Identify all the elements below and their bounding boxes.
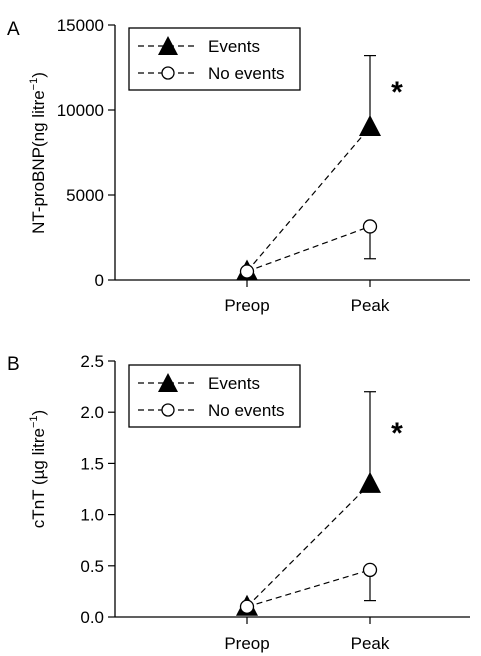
y-tick-label: 5000 <box>66 186 104 205</box>
legend-marker-events-b <box>158 373 178 392</box>
y-tick-label: 2.5 <box>80 352 104 371</box>
axes-b <box>114 361 470 618</box>
y-tick-label: 1.0 <box>80 506 104 525</box>
data-point-noevents <box>362 562 378 578</box>
legend-label-events-b: Events <box>208 374 260 393</box>
series-a <box>236 54 381 281</box>
x-tick-label-preop: Preop <box>224 634 269 653</box>
y-axis-label-a: NT-proBNP(ng litre−1) <box>28 72 48 234</box>
data-point-events <box>359 115 381 136</box>
significance-marker-b: * <box>391 417 403 450</box>
y-tick-label: 0.0 <box>80 608 104 627</box>
legend-box-a <box>128 27 301 91</box>
legend-a: Events No events <box>128 27 301 91</box>
y-tick-label: 1.5 <box>80 454 104 473</box>
series-line-noevents <box>246 225 371 273</box>
data-point-noevents <box>239 264 255 279</box>
legend-marker-noevents-b <box>161 403 175 417</box>
legend-label-noevents-b: No events <box>208 401 285 420</box>
x-tick-label-preop: Preop <box>224 296 269 315</box>
y-ticks-b: 0.0 0.5 1.0 1.5 2.0 2.5 <box>80 352 115 627</box>
data-point-noevents <box>362 219 378 234</box>
x-tick-label-peak: Peak <box>351 296 390 315</box>
panel-label-a: A <box>7 19 20 40</box>
legend-marker-noevents-a <box>161 66 175 80</box>
y-tick-label: 15000 <box>57 16 104 35</box>
x-tick-label-peak: Peak <box>351 634 390 653</box>
panel-a: A NT-proBNP(ng litre−1) Preop Peak 0 5000… <box>7 16 470 315</box>
data-point-events <box>359 471 381 493</box>
series-line-events <box>246 126 371 272</box>
series-b <box>236 391 381 616</box>
x-ticks-b: Preop Peak <box>224 617 390 653</box>
legend-label-noevents-a: No events <box>208 64 285 83</box>
significance-marker-a: * <box>391 76 403 109</box>
y-tick-label: 0 <box>95 271 104 290</box>
legend-label-events-a: Events <box>208 37 260 56</box>
series-line-events <box>246 483 371 608</box>
legend-b: Events No events <box>128 364 301 428</box>
x-ticks-a: Preop Peak <box>224 280 390 315</box>
panel-b: B cTnT (µg litre−1) Preop Peak 0.0 0.5 1.0… <box>7 352 470 653</box>
axes-a <box>114 25 470 281</box>
legend-marker-events-a <box>158 36 178 55</box>
legend-box-b <box>128 364 301 428</box>
series-line-noevents <box>246 569 371 608</box>
y-axis-label-b: cTnT (µg litre−1) <box>28 410 48 528</box>
y-tick-label: 2.0 <box>80 403 104 422</box>
data-point-noevents <box>239 599 255 614</box>
y-tick-label: 0.5 <box>80 557 104 576</box>
y-tick-label: 10000 <box>57 101 104 120</box>
panel-label-b: B <box>7 354 20 375</box>
y-ticks-a: 0 5000 10000 15000 <box>57 16 115 290</box>
